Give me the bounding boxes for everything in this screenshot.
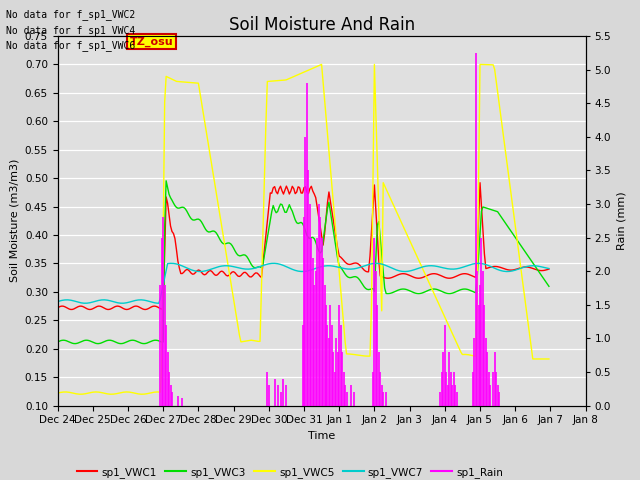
X-axis label: Time: Time [308, 431, 335, 441]
Legend: sp1_VWC1, sp1_VWC3, sp1_VWC5, sp1_VWC7, sp1_Rain: sp1_VWC1, sp1_VWC3, sp1_VWC5, sp1_VWC7, … [72, 463, 508, 480]
Y-axis label: Soil Moisture (m3/m3): Soil Moisture (m3/m3) [9, 159, 19, 283]
Text: No data for f_sp1_VWC6: No data for f_sp1_VWC6 [6, 40, 136, 51]
Y-axis label: Rain (mm): Rain (mm) [617, 192, 627, 250]
Text: TZ_osu: TZ_osu [130, 36, 173, 47]
Text: No data for f_sp1_VWC2: No data for f_sp1_VWC2 [6, 9, 136, 20]
Title: Soil Moisture And Rain: Soil Moisture And Rain [228, 16, 415, 35]
Text: No data for f_sp1_VWC4: No data for f_sp1_VWC4 [6, 24, 136, 36]
